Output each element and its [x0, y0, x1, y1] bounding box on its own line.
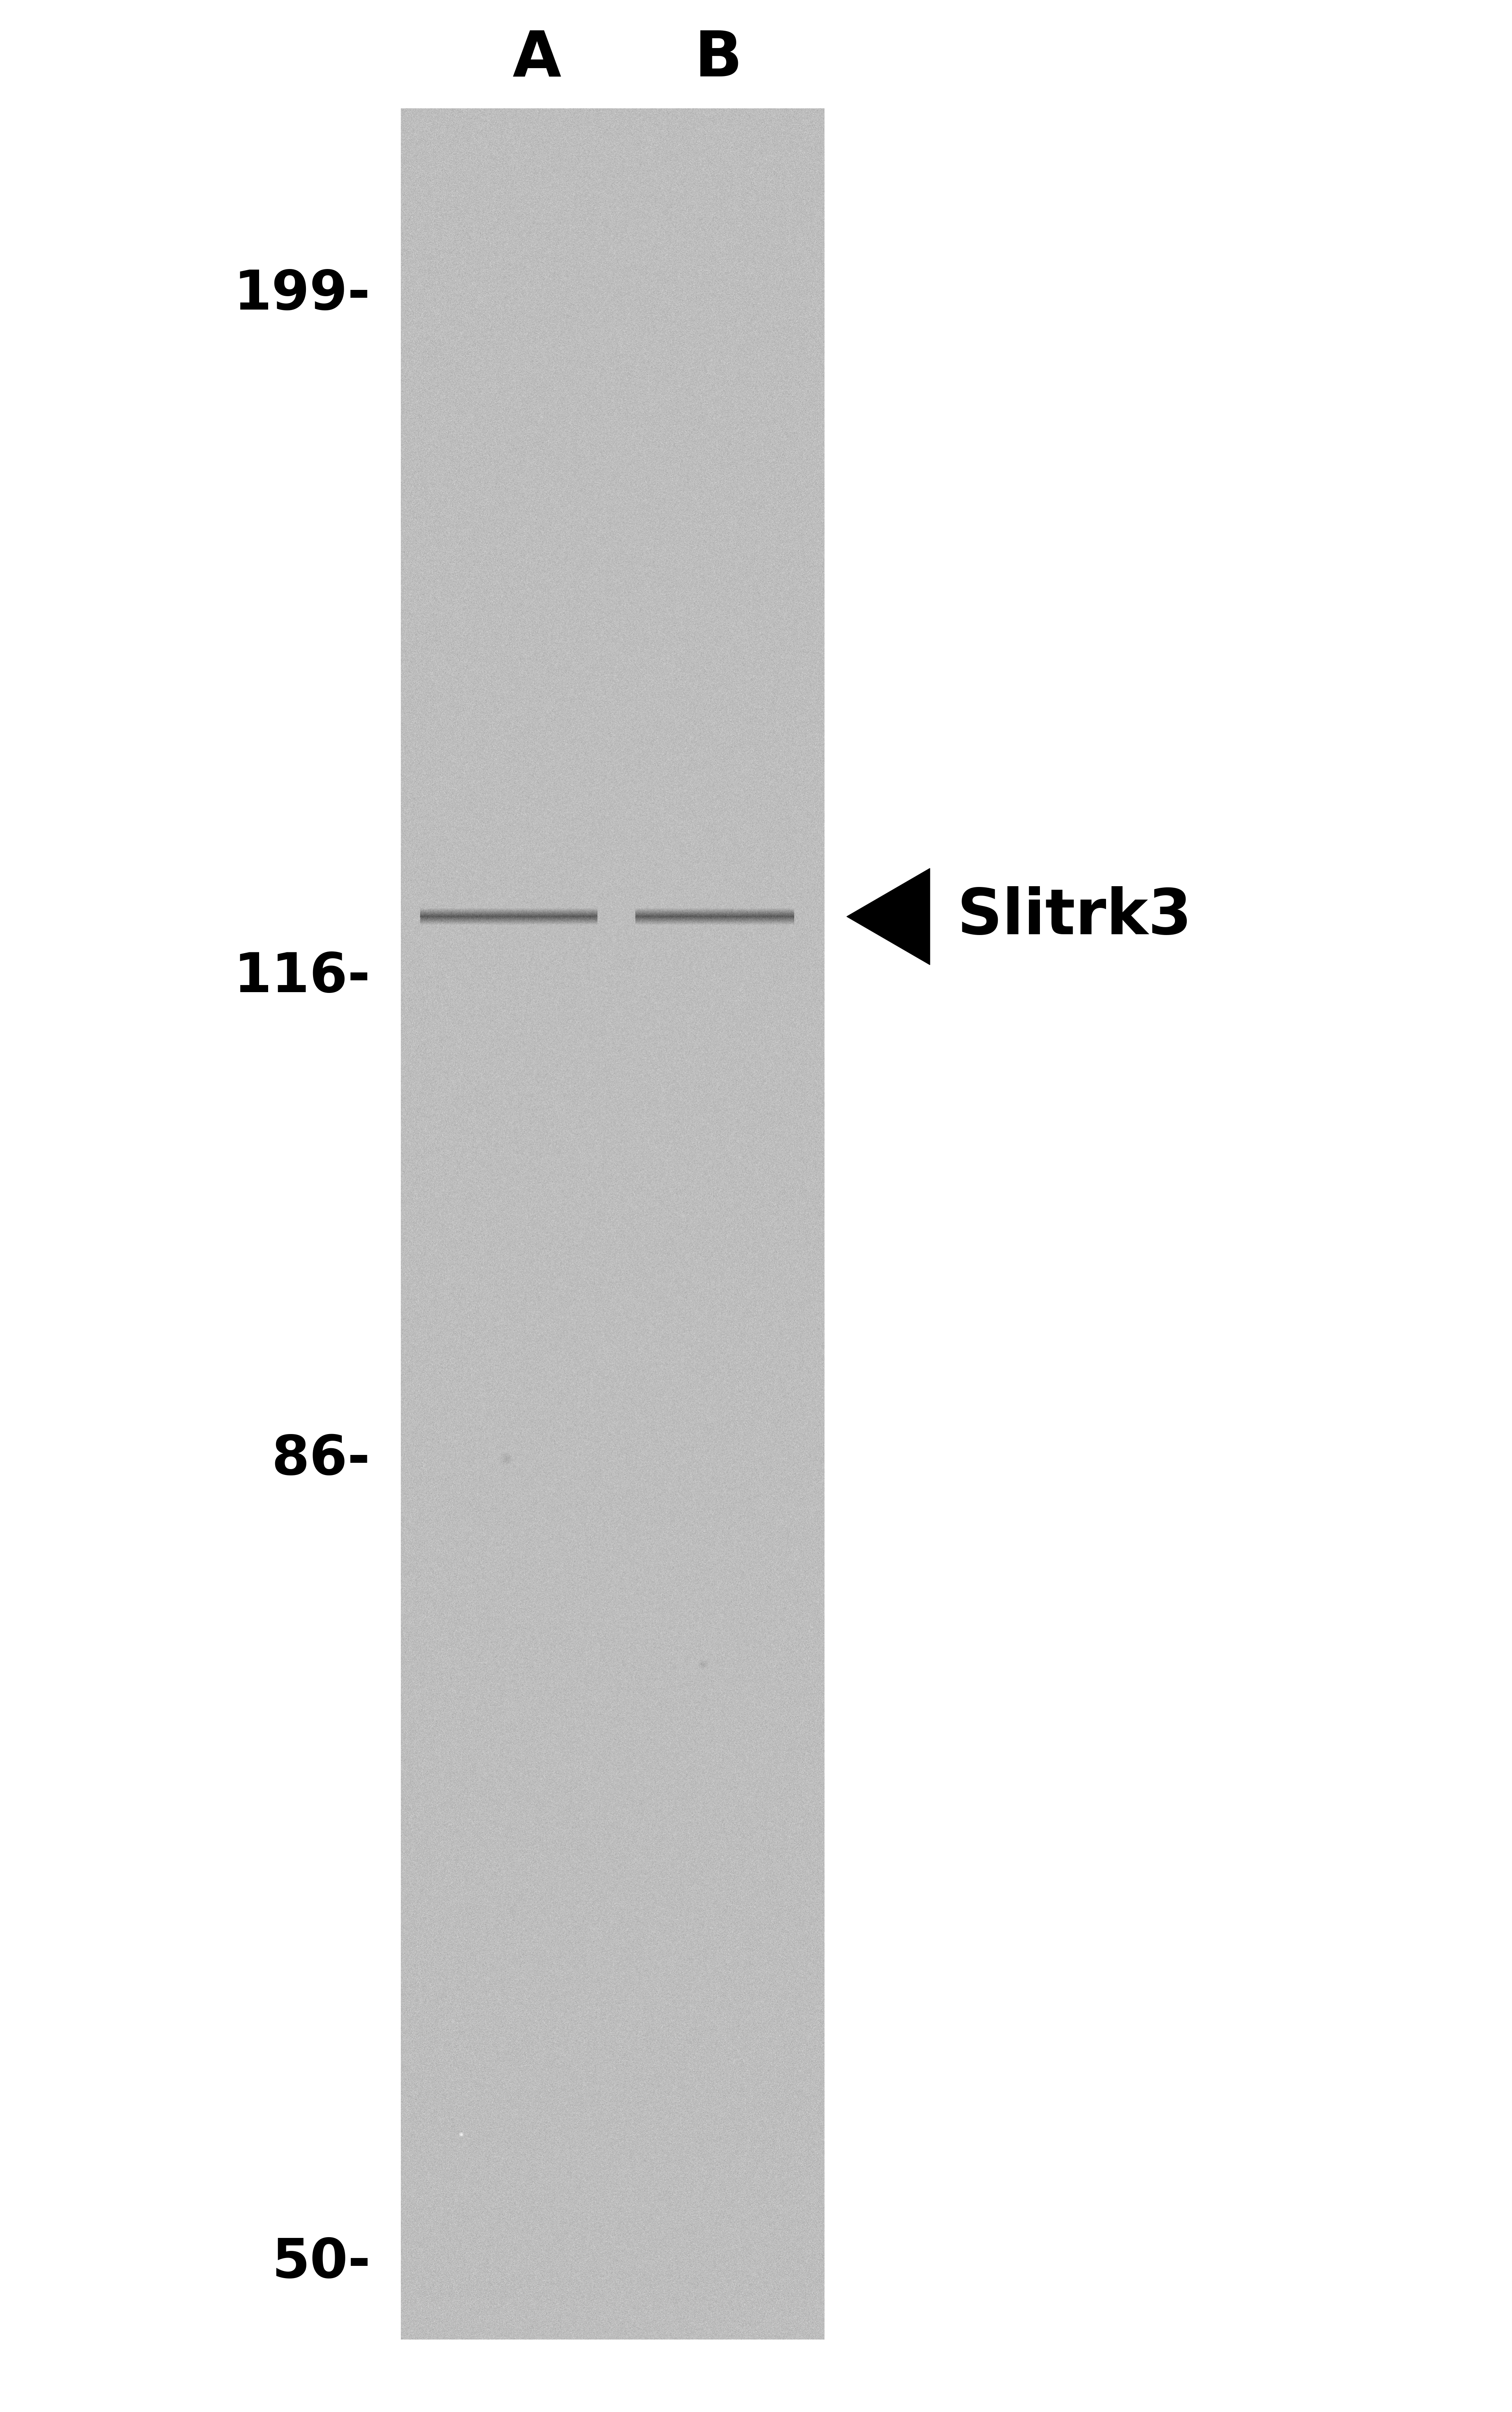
- Text: 199-: 199-: [234, 268, 370, 321]
- Text: A: A: [513, 29, 561, 89]
- Text: 116-: 116-: [234, 950, 370, 1003]
- Text: 50-: 50-: [272, 2236, 370, 2289]
- Text: 86-: 86-: [272, 1433, 370, 1486]
- Text: B: B: [694, 29, 742, 89]
- Polygon shape: [847, 868, 930, 965]
- Text: Slitrk3: Slitrk3: [957, 885, 1191, 948]
